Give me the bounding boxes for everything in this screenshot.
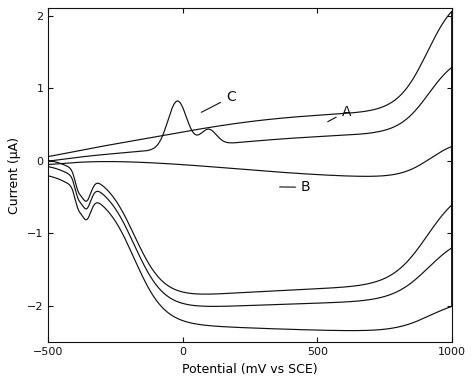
Text: C: C	[201, 90, 236, 112]
Text: B: B	[280, 180, 310, 194]
X-axis label: Potential (mV vs SCE): Potential (mV vs SCE)	[182, 362, 318, 376]
Y-axis label: Current (μA): Current (μA)	[9, 137, 21, 214]
Text: A: A	[328, 105, 351, 122]
